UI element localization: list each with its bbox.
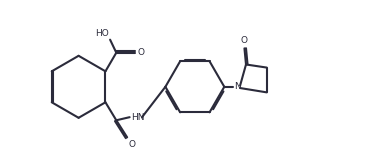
Text: N: N <box>234 82 241 91</box>
Text: O: O <box>137 48 144 57</box>
Text: O: O <box>128 140 135 149</box>
Text: O: O <box>241 36 248 45</box>
Text: HN: HN <box>131 113 144 122</box>
Text: HO: HO <box>95 29 109 38</box>
